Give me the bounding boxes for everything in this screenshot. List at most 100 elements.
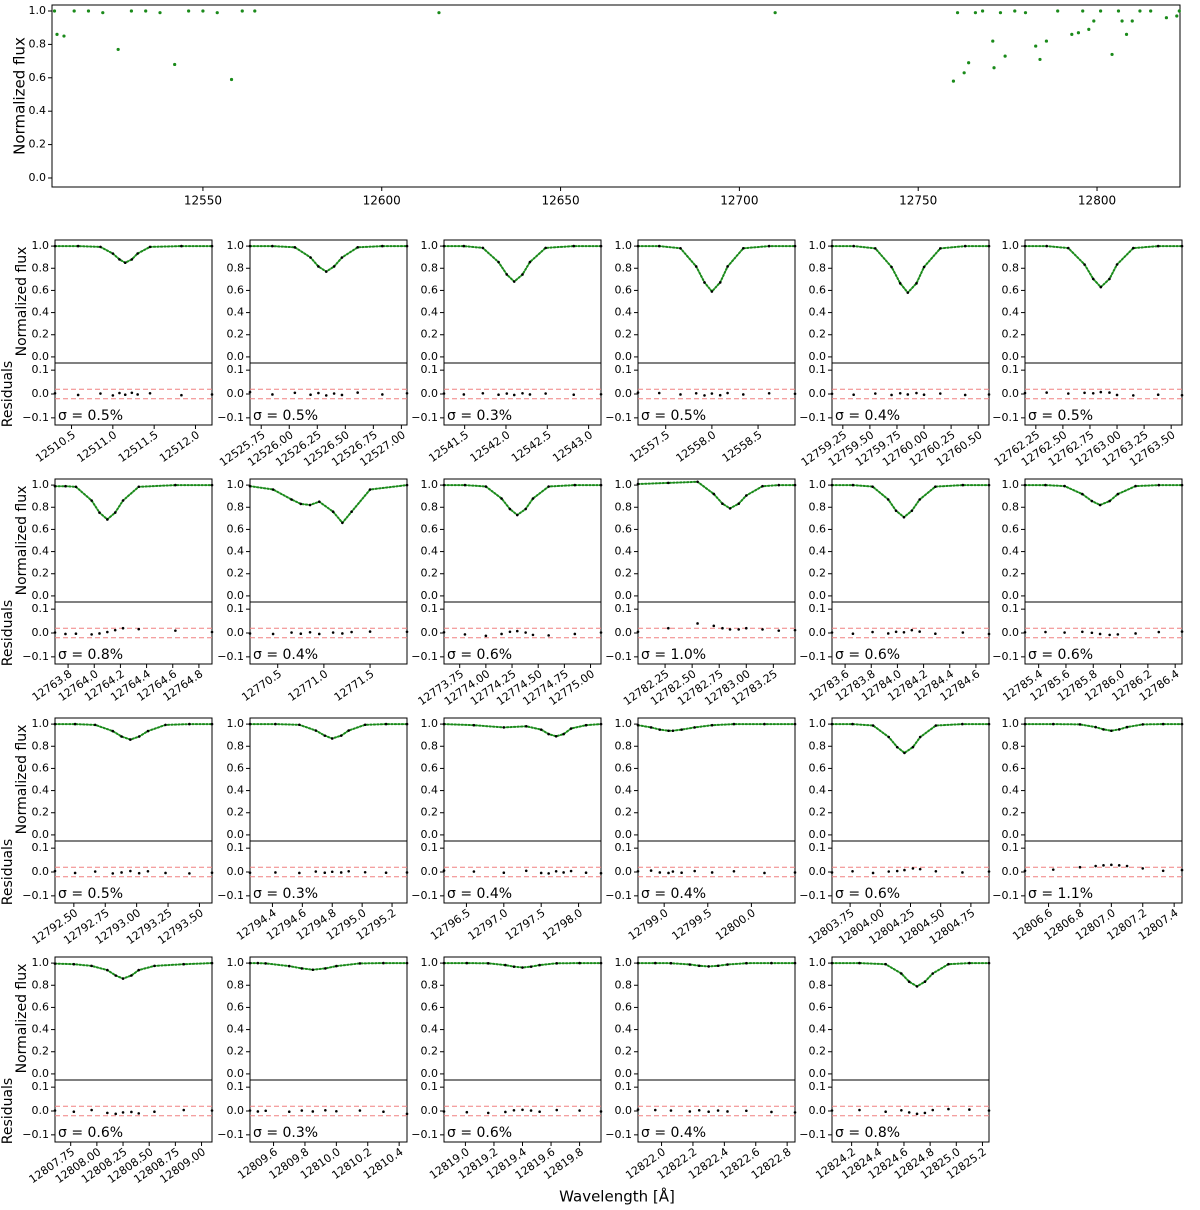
y-tick-label: 0.2 — [227, 567, 245, 580]
residual-point — [508, 630, 512, 634]
residual-point — [314, 870, 318, 873]
residual-point — [182, 1108, 186, 1112]
flux-point — [1180, 483, 1184, 487]
y-tick-label: 0.6 — [421, 522, 439, 535]
residual-point — [298, 871, 301, 875]
residual-point — [442, 392, 446, 395]
flux-point — [887, 735, 891, 739]
flux-point — [463, 483, 467, 487]
y-tick-label: 0.6 — [227, 761, 245, 774]
residual-point — [745, 1109, 748, 1113]
y-tick-label: −0.1 — [22, 1128, 49, 1141]
y-tick-label: −0.1 — [992, 889, 1019, 902]
flux-point — [253, 9, 257, 13]
y-tick-label: 0.2 — [615, 1045, 633, 1058]
y-tick-label: 0.8 — [29, 37, 47, 50]
x-tick-label: 12797.5 — [503, 906, 548, 943]
flux-point — [852, 244, 855, 248]
residual-point — [599, 871, 603, 875]
y-tick-label: −0.1 — [605, 411, 632, 424]
residual-point — [53, 631, 57, 634]
y-tick-label: 0.6 — [32, 283, 50, 296]
flux-point — [1083, 263, 1086, 266]
flux-point — [898, 282, 902, 285]
flux-point — [934, 485, 937, 488]
y-tick-label: −0.1 — [411, 889, 438, 902]
y-tick-label: 0.2 — [32, 567, 50, 580]
flux-point — [657, 244, 661, 248]
flux-point — [830, 722, 834, 726]
sigma-label: σ = 0.5% — [58, 886, 123, 902]
y-tick-label: 0.6 — [29, 71, 47, 84]
flux-point — [968, 961, 971, 965]
flux-point — [1124, 32, 1129, 36]
flux-point — [1038, 57, 1042, 62]
flux-point — [74, 485, 78, 489]
y-tick-label: 0.4 — [615, 1023, 633, 1036]
residual-point — [961, 631, 965, 634]
residual-point — [53, 869, 57, 873]
flux-point — [1110, 52, 1114, 57]
residual-point — [1044, 630, 1047, 634]
y-tick-label: 0.1 — [32, 363, 50, 376]
y-tick-label: 1.0 — [32, 239, 50, 252]
flux-point — [299, 502, 303, 506]
y-tick-label: 0.6 — [615, 283, 633, 296]
flux-point — [961, 483, 965, 487]
residual-point — [350, 630, 353, 634]
residual-point — [341, 632, 344, 635]
model-line — [1024, 484, 1183, 507]
residual-point — [180, 393, 183, 397]
flux-point — [1130, 19, 1134, 23]
y-tick-label: 0.1 — [615, 841, 633, 854]
residual-point — [363, 870, 367, 874]
residual-point — [671, 870, 675, 873]
residual-point — [710, 871, 714, 874]
flux-point — [158, 11, 162, 15]
residual-point — [1180, 868, 1184, 872]
flux-point — [636, 723, 640, 727]
flux-point — [1081, 492, 1084, 496]
flux-point — [851, 722, 854, 726]
flux-point — [1023, 11, 1028, 15]
x-tick-label: 12798.0 — [540, 906, 585, 943]
flux-point — [137, 968, 141, 972]
y-tick-label: −0.1 — [605, 650, 632, 663]
residual-point — [1023, 630, 1027, 634]
flux-point — [649, 726, 653, 729]
flux-point — [1056, 9, 1060, 13]
flux-point — [341, 521, 344, 525]
flux-point — [894, 509, 898, 513]
flux-point — [309, 256, 312, 259]
flux-point — [99, 245, 102, 249]
y-tick-label: 1.0 — [227, 717, 245, 730]
flux-point — [1115, 263, 1119, 266]
residual-point — [1091, 391, 1095, 395]
y-tick-label: 0.0 — [615, 589, 633, 602]
flux-point — [906, 291, 910, 294]
flux-point — [136, 252, 139, 255]
y-tick-label: −0.1 — [217, 1128, 244, 1141]
y-tick-label: 0.0 — [29, 171, 47, 184]
residual-point — [1067, 392, 1070, 395]
residual-point — [922, 393, 926, 397]
y-tick-label: 1.0 — [1002, 478, 1020, 491]
flux-point — [721, 502, 724, 506]
flux-point — [1070, 32, 1074, 36]
flux-point — [529, 965, 533, 968]
flux-point — [987, 961, 991, 965]
y-tick-label: 0.4 — [1002, 306, 1020, 319]
flux-point — [164, 723, 167, 727]
flux-point — [271, 488, 275, 491]
y-tick-label: 1.0 — [615, 717, 633, 730]
flux-frame — [54, 717, 213, 842]
flux-point — [793, 244, 797, 248]
flux-point — [931, 972, 935, 975]
flux-point — [947, 962, 950, 966]
flux-point — [636, 961, 640, 965]
residual-point — [53, 1109, 57, 1112]
residual-point — [248, 1109, 252, 1112]
y-tick-label: 0.1 — [32, 1080, 50, 1093]
residual-point — [72, 1110, 76, 1114]
y-tick-label: 0.4 — [29, 104, 47, 117]
